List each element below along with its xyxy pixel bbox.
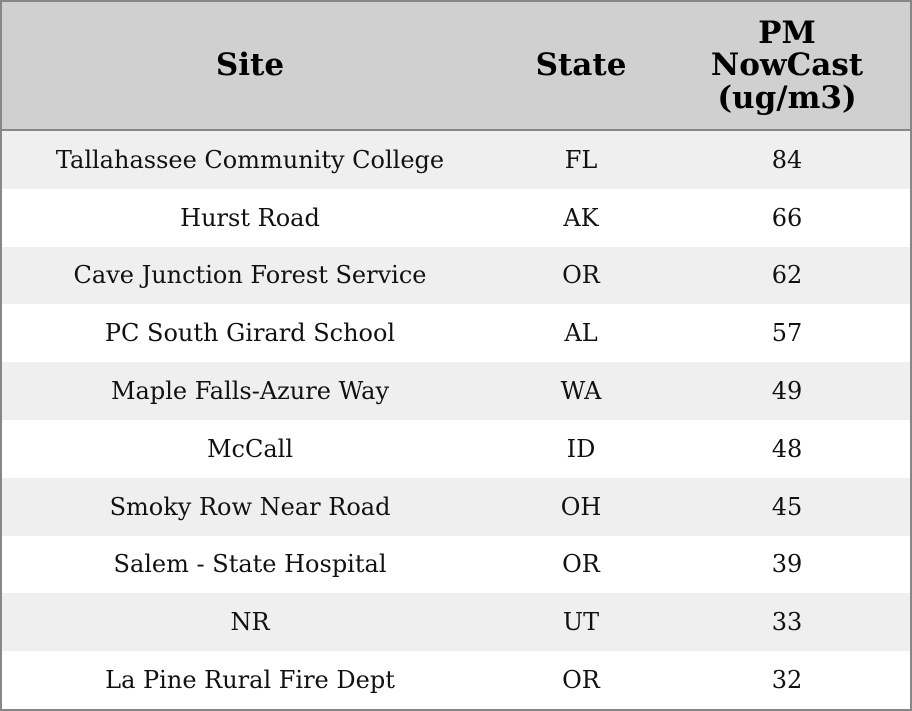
table-cell: Tallahassee Community College (55, 145, 445, 174)
table-cell: FL (564, 145, 598, 174)
header-text: Site (215, 47, 285, 84)
table-cell: Maple Falls-Azure Way (110, 377, 390, 406)
table-cell: La Pine Rural Fire Dept (105, 666, 395, 695)
header-cell: State (498, 49, 664, 82)
table-cell: Cave Junction Forest Service (73, 261, 427, 290)
table-cell: Smoky Row Near Road (109, 492, 391, 521)
table-cell: OR (562, 261, 600, 290)
table-row: Tallahassee Community College FL 84 (2, 131, 910, 189)
table-cell: NR (230, 608, 270, 637)
table-row: PC South Girard School AL 57 (2, 304, 910, 362)
table-cell: UT (562, 608, 600, 637)
table-cell: 62 (771, 261, 803, 290)
table-cell: 45 (771, 492, 803, 521)
table-cell: 57 (771, 319, 803, 348)
table-row: Maple Falls-Azure Way WA 49 (2, 362, 910, 420)
table-row: La Pine Rural Fire Dept OR 32 (2, 651, 910, 709)
header-cell: Site (2, 49, 498, 82)
table-cell: 49 (771, 377, 803, 406)
table-cell: 84 (771, 145, 803, 174)
table-cell: 33 (771, 608, 803, 637)
table-cell: Hurst Road (180, 203, 320, 232)
table-cell: PC South Girard School (104, 319, 396, 348)
header-cell: PM NowCast (ug/m3) (664, 14, 910, 116)
table-cell: 48 (771, 434, 803, 463)
table-cell: ID (566, 434, 596, 463)
table-cell: OR (562, 666, 600, 695)
table-cell: 32 (771, 666, 803, 695)
table-row: NR UT 33 (2, 593, 910, 652)
table-cell: AL (564, 319, 598, 348)
table-cell: WA (560, 377, 602, 406)
table-cell: OH (560, 492, 602, 521)
table-cell: 66 (771, 203, 803, 232)
table-cell: 39 (771, 550, 803, 579)
header-text: State (535, 47, 627, 84)
table-row: Hurst Road AK 66 (2, 189, 910, 247)
table-row: Smoky Row Near Road OH 45 (2, 477, 910, 536)
table-cell: McCall (206, 434, 294, 463)
table-cell: OR (562, 550, 600, 579)
table-row: McCall ID 48 (2, 420, 910, 478)
table-row: Salem - State Hospital OR 39 (2, 536, 910, 594)
table-cell: Salem - State Hospital (113, 550, 387, 579)
table-cell: AK (563, 203, 599, 232)
header-text: PM NowCast (ug/m3) (710, 14, 864, 116)
header-row: Site State PM NowCast (ug/m3) (2, 2, 910, 131)
table-row: Cave Junction Forest Service OR 62 (2, 246, 910, 305)
